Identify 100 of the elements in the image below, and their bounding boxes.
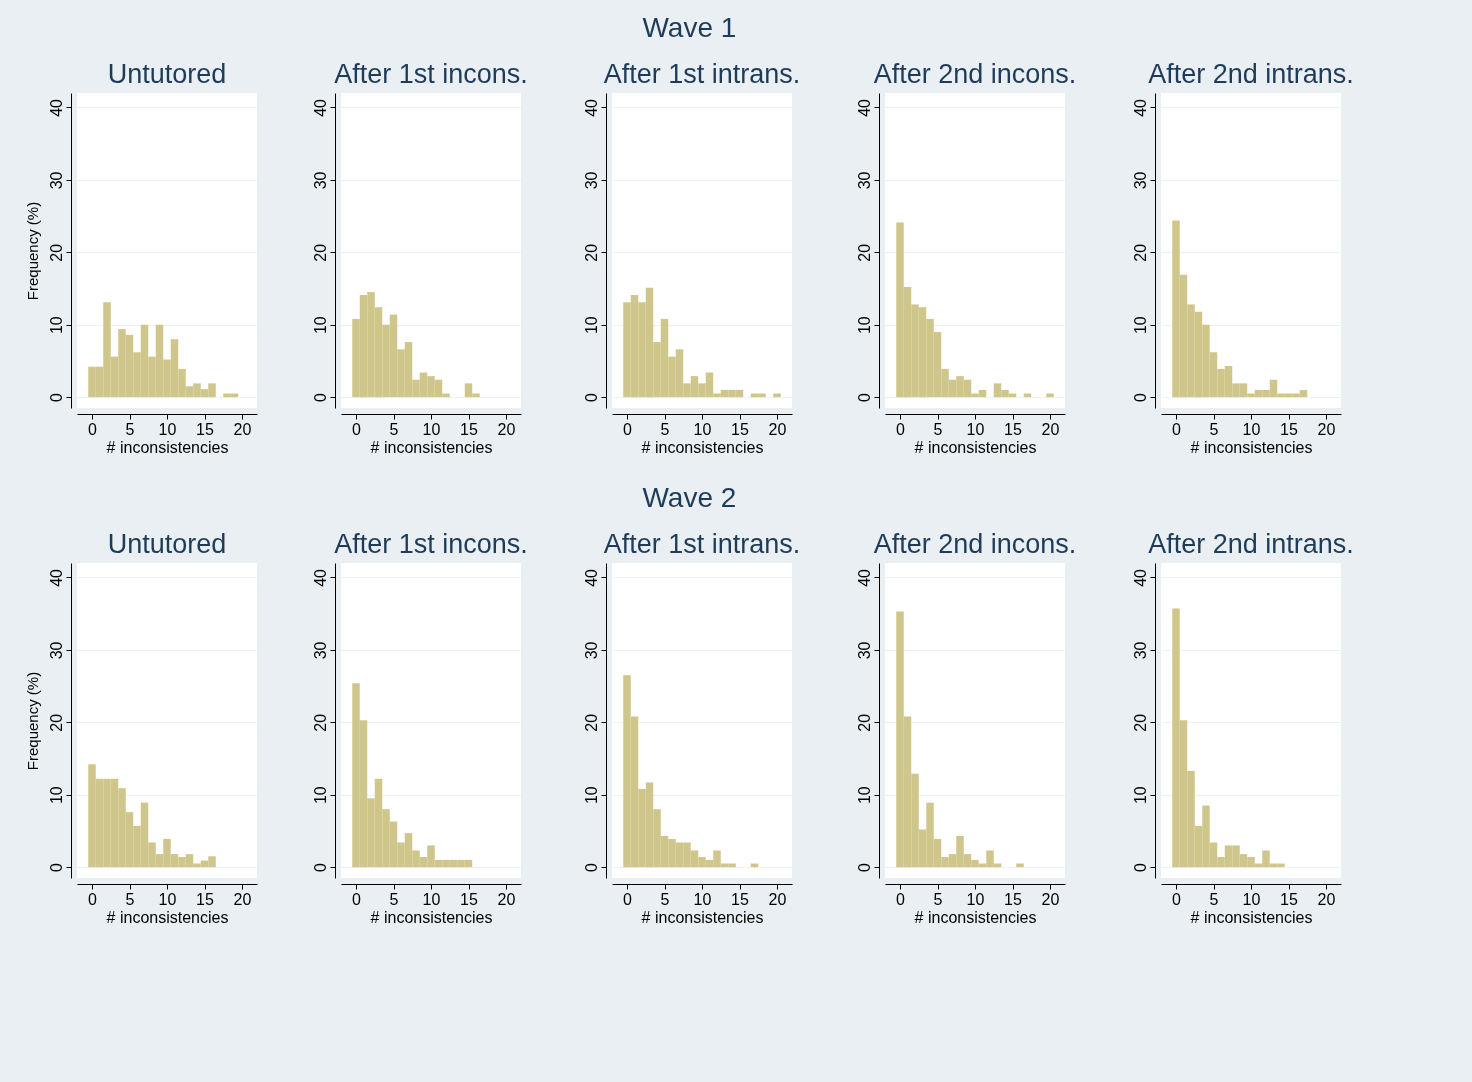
x-tick-label: 15 xyxy=(1280,420,1298,438)
x-axis-title: # inconsistencies xyxy=(641,438,764,456)
x-tick-label: 0 xyxy=(1172,420,1182,438)
y-tick-label: 30 xyxy=(311,171,329,190)
y-tick-label: 20 xyxy=(47,713,65,732)
x-tick-label: 20 xyxy=(768,420,787,438)
chart-title: After 1st intrans. xyxy=(603,59,801,89)
x-tick-label: 5 xyxy=(389,890,399,908)
x-tick-label: 0 xyxy=(88,420,98,438)
x-tick-label: 10 xyxy=(693,420,712,438)
y-tick-label: 10 xyxy=(47,316,65,335)
x-tick-label: 20 xyxy=(233,890,252,908)
x-axis-title: # inconsistencies xyxy=(106,908,229,926)
y-tick-label: 10 xyxy=(311,316,329,335)
x-tick-label: 15 xyxy=(1004,420,1022,438)
x-axis-title: # inconsistencies xyxy=(370,438,493,456)
x-tick-label: 10 xyxy=(966,890,985,908)
y-tick-label: 20 xyxy=(855,243,873,262)
chart-title: Untutored xyxy=(107,529,227,559)
y-tick-label: 0 xyxy=(311,863,329,873)
x-tick-label: 0 xyxy=(352,890,362,908)
x-tick-label: 20 xyxy=(1041,420,1060,438)
x-tick-label: 10 xyxy=(966,420,985,438)
y-tick-label: 0 xyxy=(1131,393,1149,403)
y-tick-label: 10 xyxy=(855,786,873,805)
x-tick-label: 20 xyxy=(233,420,252,438)
y-tick-label: 20 xyxy=(855,713,873,732)
y-tick-label: 0 xyxy=(311,393,329,403)
y-tick-label: 20 xyxy=(1131,713,1149,732)
x-tick-label: 0 xyxy=(352,420,362,438)
chart-title: Untutored xyxy=(107,59,227,89)
x-tick-label: 5 xyxy=(1209,420,1219,438)
x-tick-label: 10 xyxy=(422,890,441,908)
y-tick-label: 30 xyxy=(47,171,65,190)
y-tick-label: 40 xyxy=(1131,98,1149,117)
x-tick-label: 5 xyxy=(933,420,943,438)
y-tick-label: 20 xyxy=(311,713,329,732)
y-tick-label: 10 xyxy=(1131,316,1149,335)
x-axis-title: # inconsistencies xyxy=(1190,438,1313,456)
y-tick-label: 30 xyxy=(311,641,329,660)
y-tick-label: 10 xyxy=(311,786,329,805)
x-tick-label: 10 xyxy=(422,420,441,438)
chart-title: After 2nd intrans. xyxy=(1148,59,1354,89)
x-axis-title: # inconsistencies xyxy=(641,908,764,926)
y-tick-label: 40 xyxy=(311,98,329,117)
y-tick-label: 30 xyxy=(855,171,873,190)
x-tick-label: 20 xyxy=(497,890,516,908)
chart-title: After 1st incons. xyxy=(334,59,528,89)
x-tick-label: 5 xyxy=(660,420,670,438)
y-tick-label: 20 xyxy=(1131,243,1149,262)
y-tick-label: 0 xyxy=(855,863,873,873)
x-tick-label: 0 xyxy=(623,890,633,908)
x-tick-label: 5 xyxy=(389,420,399,438)
x-axis-title: # inconsistencies xyxy=(106,438,229,456)
x-tick-label: 5 xyxy=(660,890,670,908)
y-tick-label: 0 xyxy=(582,863,600,873)
x-tick-label: 0 xyxy=(896,420,906,438)
x-tick-label: 5 xyxy=(125,890,135,908)
x-tick-label: 0 xyxy=(1172,890,1182,908)
y-tick-label: 40 xyxy=(47,98,65,117)
y-tick-label: 20 xyxy=(311,243,329,262)
y-tick-label: 40 xyxy=(582,568,600,587)
y-tick-label: 10 xyxy=(582,316,600,335)
x-tick-label: 0 xyxy=(623,420,633,438)
x-tick-label: 15 xyxy=(731,890,749,908)
y-tick-label: 40 xyxy=(311,568,329,587)
x-tick-label: 15 xyxy=(1280,890,1298,908)
y-tick-label: 0 xyxy=(582,393,600,403)
x-tick-label: 5 xyxy=(1209,890,1219,908)
y-tick-label: 20 xyxy=(47,243,65,262)
y-tick-label: 40 xyxy=(855,568,873,587)
x-axis-title: # inconsistencies xyxy=(914,908,1037,926)
x-tick-label: 20 xyxy=(497,420,516,438)
text: Wave 1 xyxy=(642,12,737,43)
x-axis-title: # inconsistencies xyxy=(914,438,1037,456)
x-tick-label: 15 xyxy=(196,890,214,908)
x-tick-label: 10 xyxy=(1242,890,1261,908)
chart-title: After 2nd intrans. xyxy=(1148,529,1354,559)
x-tick-label: 0 xyxy=(896,890,906,908)
x-tick-label: 10 xyxy=(1242,420,1261,438)
x-tick-label: 20 xyxy=(1317,890,1336,908)
y-tick-label: 20 xyxy=(582,713,600,732)
y-tick-label: 0 xyxy=(855,393,873,403)
y-tick-label: 20 xyxy=(582,243,600,262)
x-tick-label: 20 xyxy=(1041,890,1060,908)
x-tick-label: 10 xyxy=(158,420,177,438)
y-tick-label: 40 xyxy=(855,98,873,117)
y-tick-label: 0 xyxy=(1131,863,1149,873)
y-tick-label: 10 xyxy=(855,316,873,335)
y-tick-label: 0 xyxy=(47,393,65,403)
x-tick-label: 10 xyxy=(158,890,177,908)
x-tick-label: 15 xyxy=(196,420,214,438)
text: Wave 2 xyxy=(642,482,737,513)
x-tick-label: 10 xyxy=(693,890,712,908)
chart-title: After 1st intrans. xyxy=(603,529,801,559)
chart-title: After 1st incons. xyxy=(334,529,528,559)
y-axis-title: Frequency (%) xyxy=(23,671,41,771)
x-tick-label: 15 xyxy=(1004,890,1022,908)
y-tick-label: 40 xyxy=(582,98,600,117)
x-tick-label: 15 xyxy=(460,890,478,908)
